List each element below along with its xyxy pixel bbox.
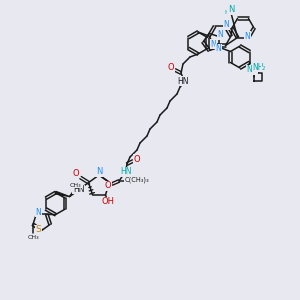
- Text: 2: 2: [261, 67, 265, 71]
- Polygon shape: [55, 191, 70, 196]
- Text: CH₃: CH₃: [70, 183, 81, 188]
- Text: N: N: [35, 208, 41, 217]
- Text: N: N: [228, 5, 234, 14]
- Text: O: O: [168, 64, 174, 73]
- Text: H: H: [225, 11, 230, 16]
- Text: OH: OH: [102, 197, 115, 206]
- Text: HN: HN: [73, 185, 84, 194]
- Text: NH: NH: [252, 62, 264, 71]
- Text: N: N: [211, 40, 216, 49]
- Text: HN: HN: [177, 76, 189, 85]
- Text: O: O: [72, 169, 79, 178]
- Text: N: N: [215, 44, 221, 53]
- Text: CH₃: CH₃: [27, 235, 39, 240]
- Text: S: S: [36, 225, 41, 234]
- Text: N: N: [244, 32, 250, 40]
- Text: NH: NH: [246, 65, 257, 74]
- Text: O: O: [105, 182, 111, 190]
- Text: N: N: [218, 30, 223, 39]
- Text: O: O: [134, 154, 140, 164]
- Text: N: N: [96, 167, 102, 176]
- Text: C(CH₃)₃: C(CH₃)₃: [125, 177, 149, 183]
- Text: HN: HN: [120, 167, 132, 176]
- Text: N: N: [224, 20, 230, 29]
